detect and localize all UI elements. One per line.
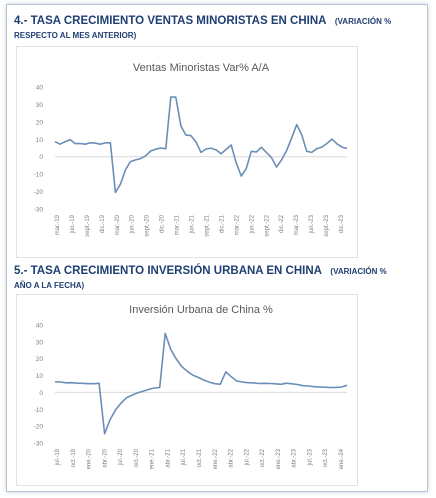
x-tick-label: jun.-23 (309, 214, 315, 234)
x-tick-label: sept.-21 (204, 214, 210, 236)
x-tick-label: ene.-22 (213, 448, 219, 469)
x-tick-label: abr.-20 (102, 448, 108, 467)
section-5-title: 5.- TASA CRECIMIENTO INVERSIÓN URBANA EN… (14, 265, 322, 277)
x-tick-label: oct.-23 (323, 448, 329, 467)
section-5-heading: 5.- TASA CRECIMIENTO INVERSIÓN URBANA EN… (14, 264, 414, 292)
y-tick-label: -10 (34, 407, 44, 414)
x-tick-label: dic.-19 (100, 214, 106, 233)
section-4-title: 4.- TASA CRECIMIENTO VENTAS MINORISTAS E… (14, 15, 327, 27)
x-tick-label: dic.-21 (219, 214, 225, 233)
y-tick-label: 10 (36, 373, 44, 380)
chart-title: Ventas Minoristas Var% A/A (133, 62, 270, 74)
x-tick-label: mar.-22 (234, 214, 240, 235)
x-tick-label: jul.-20 (118, 448, 124, 466)
x-tick-label: sept.-19 (85, 214, 91, 236)
x-tick-label: abr.-21 (165, 448, 171, 467)
x-tick-label: jun.-21 (190, 214, 196, 234)
x-tick-label: jun.-20 (130, 214, 136, 234)
x-tick-label: abr.-23 (292, 448, 298, 467)
y-tick-label: 40 (36, 85, 44, 92)
series-line (54, 96, 348, 194)
x-tick-label: mar.-23 (294, 214, 300, 235)
y-tick-label: 0 (39, 390, 43, 397)
x-tick-label: mar.-21 (175, 214, 181, 235)
section-4-subnote-line2: RESPECTO AL MES ANTERIOR) (14, 31, 137, 40)
y-tick-label: 20 (36, 356, 44, 363)
retail-sales-chart-svg: Ventas Minoristas Var% A/A 40 30 20 10 0 -10 -2… (34, 62, 348, 237)
x-tick-label: dic.-20 (160, 214, 166, 233)
y-tick-label: -30 (34, 441, 44, 448)
x-tick-label: sept.-20 (145, 214, 151, 236)
x-tick-label: abr.-22 (229, 448, 235, 467)
y-tick-label: 30 (36, 102, 44, 109)
chart-title: Inversión Urbana de China % (129, 304, 273, 316)
x-tick-label: jun.-19 (70, 214, 76, 234)
urban-investment-chart-svg: Inversión Urbana de China % 40 30 20 10 0 -10 -… (34, 304, 348, 469)
x-tick-label: oct.-19 (71, 448, 77, 467)
x-tick-label: dic.-22 (279, 214, 285, 233)
y-tick-label: 20 (36, 119, 44, 126)
section-4-heading: 4.- TASA CRECIMIENTO VENTAS MINORISTAS E… (14, 14, 414, 42)
y-tick-label: 40 (36, 323, 44, 330)
y-tick-label: -10 (34, 172, 44, 179)
section-4-subnote: (VARIACIÓN % (334, 17, 392, 26)
y-tick-label: -20 (34, 189, 44, 196)
urban-investment-chart: Inversión Urbana de China % 40 30 20 10 0 -10 -… (16, 294, 358, 486)
y-tick-label: 0 (39, 154, 43, 161)
x-tick-label: jun.-22 (249, 214, 255, 234)
x-tick-label: oct.-21 (197, 448, 203, 467)
x-tick-label: sept.-22 (264, 214, 270, 236)
x-tick-label: oct.-22 (260, 448, 266, 467)
y-tick-label: 10 (36, 137, 44, 144)
x-tick-label: ene.-23 (276, 448, 282, 469)
x-tick-label: jul.-23 (307, 448, 313, 466)
x-tick-label: sept.-23 (324, 214, 330, 236)
x-tick-label: ene.-21 (150, 448, 156, 469)
series-line (54, 332, 348, 435)
y-tick-label: 30 (36, 339, 44, 346)
y-tick-label: -20 (34, 424, 44, 431)
x-tick-label: mar.-19 (55, 214, 61, 235)
retail-sales-chart: Ventas Minoristas Var% A/A 40 30 20 10 0 -10 -2… (16, 46, 358, 258)
x-tick-label: jul.-21 (181, 448, 187, 466)
x-tick-label: ene.-24 (339, 448, 345, 469)
section-5-subnote-line2: AÑO A LA FECHA) (14, 281, 85, 290)
x-tick-label: dic.-23 (339, 214, 345, 233)
x-tick-label: mar.-20 (115, 214, 121, 235)
x-tick-label: jul.-19 (55, 448, 61, 466)
section-5-subnote: (VARIACIÓN % (330, 267, 387, 276)
x-tick-label: oct.-20 (134, 448, 140, 467)
x-tick-label: ene.-20 (87, 448, 93, 469)
y-tick-label: -30 (34, 207, 44, 214)
x-tick-label: jul.-22 (244, 448, 250, 466)
